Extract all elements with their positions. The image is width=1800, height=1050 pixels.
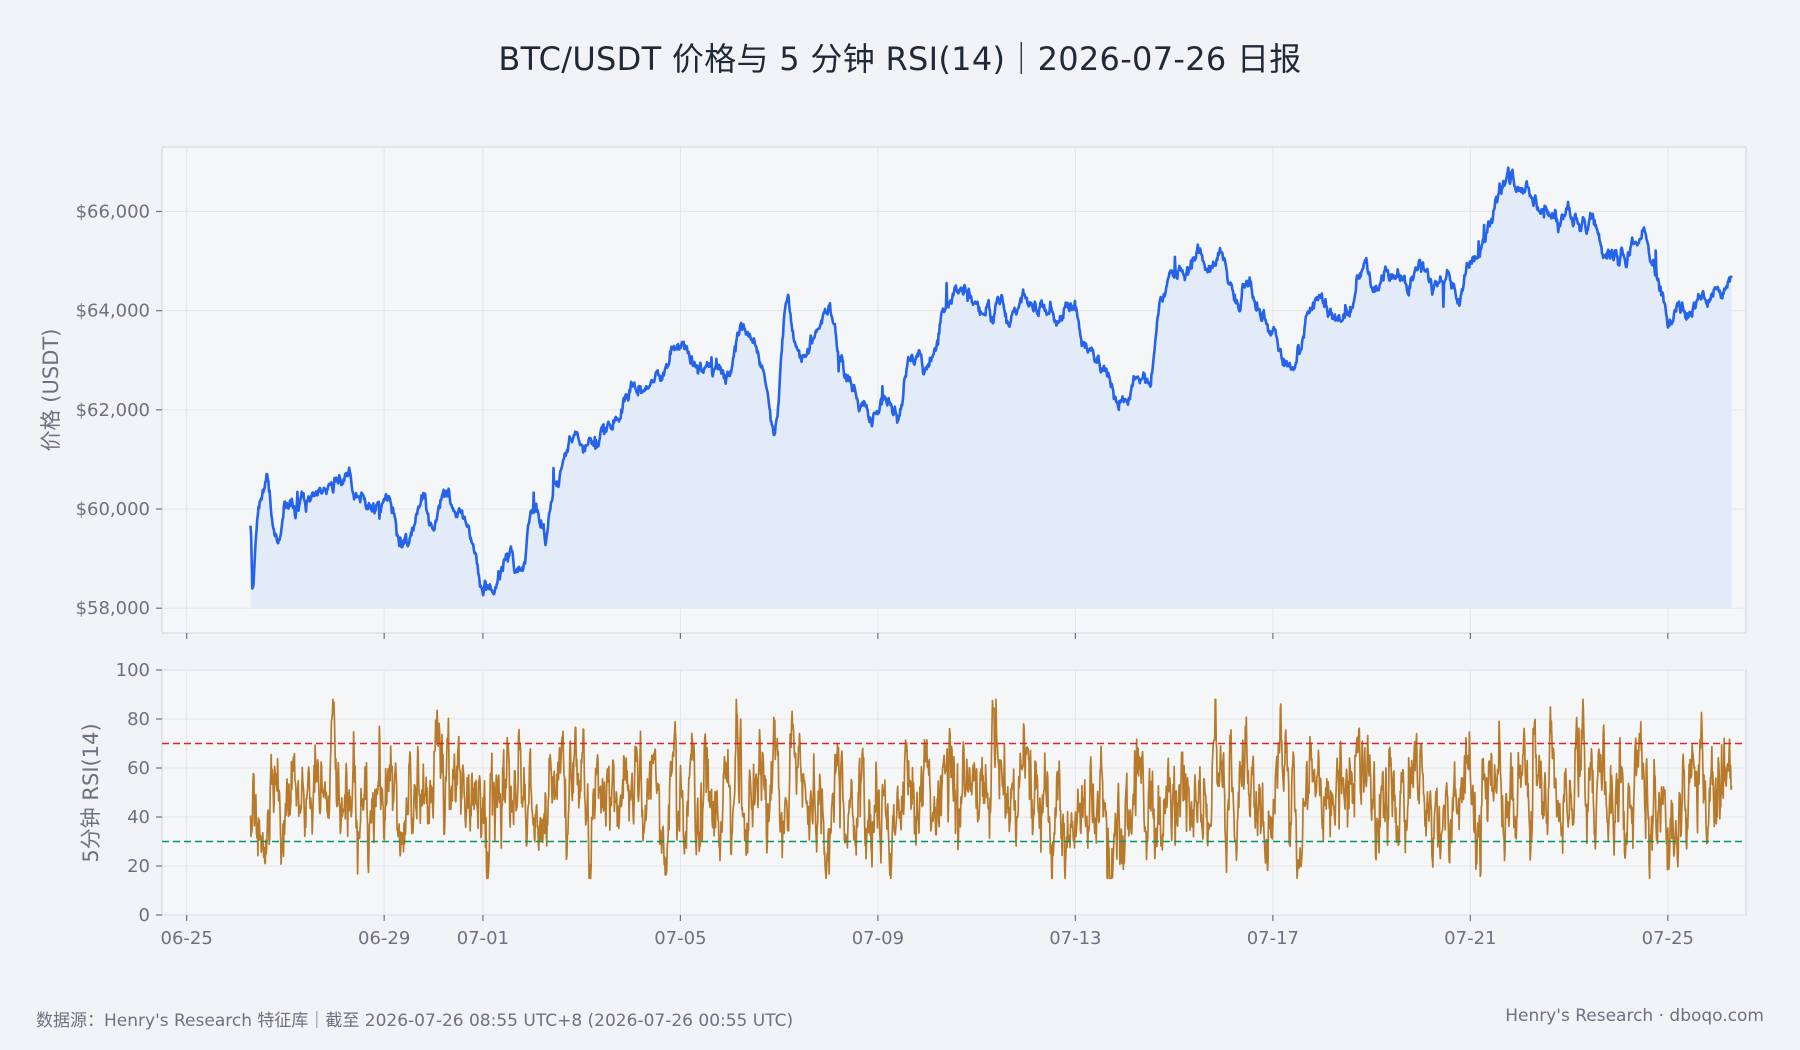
x-tick-label: 07-01 bbox=[457, 928, 509, 949]
x-tick-label: 07-05 bbox=[654, 928, 706, 949]
rsi-y-tick-label: 100 bbox=[116, 660, 150, 681]
rsi-y-tick-label: 80 bbox=[127, 709, 150, 730]
price-x-tick-marks bbox=[186, 633, 1669, 639]
x-tick-label: 06-29 bbox=[358, 928, 410, 949]
rsi-line bbox=[249, 698, 1733, 880]
rsi-y-tick-label: 20 bbox=[127, 856, 150, 877]
x-tick-label: 07-25 bbox=[1642, 928, 1694, 949]
price-y-tick-label: $58,000 bbox=[76, 598, 150, 619]
chart-title: BTC/USDT 价格与 5 分钟 RSI(14)｜2026-07-26 日报 bbox=[498, 40, 1302, 78]
price-y-tick-label: $66,000 bbox=[76, 201, 150, 222]
price-y-tick-label: $60,000 bbox=[76, 499, 150, 520]
rsi-y-ticks: 0 20 40 60 80 100 bbox=[116, 660, 162, 926]
x-tick-label: 07-09 bbox=[852, 928, 904, 949]
rsi-y-tick-label: 40 bbox=[127, 807, 150, 828]
price-area-fill bbox=[250, 167, 1732, 609]
x-tick-label: 07-13 bbox=[1049, 928, 1101, 949]
price-y-ticks: $58,000 $60,000 $62,000 $64,000 $66,000 bbox=[76, 201, 162, 619]
price-y-tick-label: $64,000 bbox=[76, 301, 150, 322]
rsi-y-tick-label: 60 bbox=[127, 758, 150, 779]
footer-brand: Henry's Research · dboqo.com bbox=[1505, 1006, 1764, 1026]
price-y-tick-label: $62,000 bbox=[76, 400, 150, 421]
price-y-axis-label: 价格 (USDT) bbox=[39, 329, 63, 452]
x-tick-label: 06-25 bbox=[161, 928, 213, 949]
x-tick-label: 07-21 bbox=[1444, 928, 1496, 949]
rsi-y-tick-label: 0 bbox=[139, 905, 150, 926]
rsi-y-axis-label: 5分钟 RSI(14) bbox=[79, 723, 103, 862]
price-line bbox=[249, 166, 1733, 597]
x-tick-label: 07-17 bbox=[1247, 928, 1299, 949]
footer-source: 数据源：Henry's Research 特征库｜截至 2026-07-26 0… bbox=[36, 1011, 794, 1031]
rsi-x-ticks: 06-25 06-29 07-01 07-05 07-09 07-13 07-17 07-21… bbox=[161, 915, 1694, 949]
